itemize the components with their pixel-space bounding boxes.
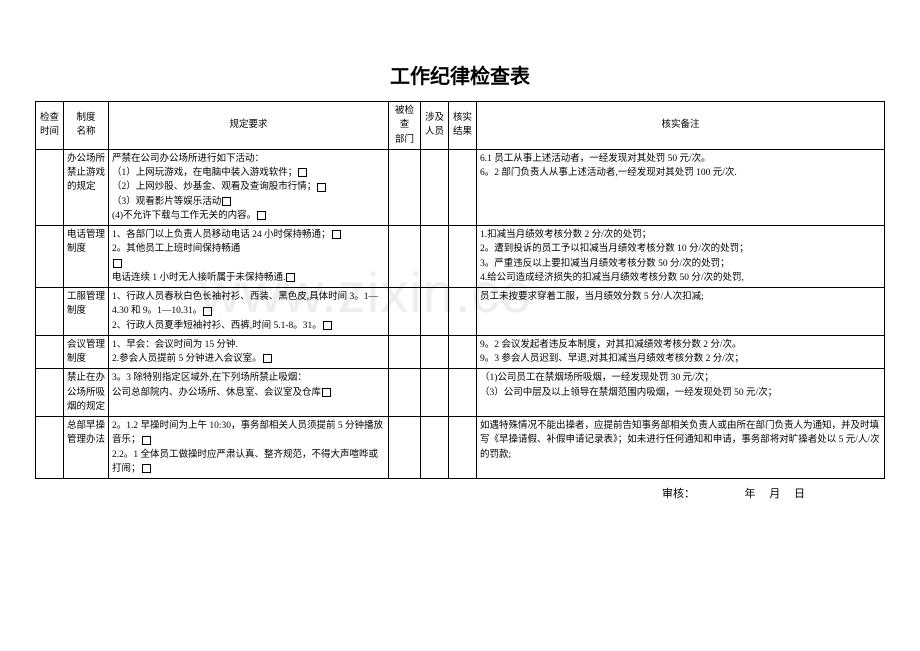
cell-result xyxy=(449,288,477,336)
table-row: 工服管理制度 1、行政人员春秋白色长袖衬衫、西装、黑色皮,具体时间 3。1—4.… xyxy=(36,288,885,336)
cell-result xyxy=(449,149,477,225)
cell-result xyxy=(449,335,477,369)
cell-dept xyxy=(389,369,421,417)
checkbox-icon[interactable] xyxy=(142,464,151,473)
table-row: 会议管理制度 1、早会：会议时间为 15 分钟. 2.参会人员提前 5 分钟进入… xyxy=(36,335,885,369)
day-label: 日 xyxy=(794,488,805,500)
header-system: 制度名称 xyxy=(64,102,109,150)
cell-result xyxy=(449,226,477,288)
checkbox-icon[interactable] xyxy=(286,273,295,282)
checkbox-icon[interactable] xyxy=(222,197,231,206)
cell-system: 总部早操管理办法 xyxy=(64,417,109,479)
cell-system: 禁止在办公场所吸烟的规定 xyxy=(64,369,109,417)
cell-time xyxy=(36,149,64,225)
cell-time xyxy=(36,335,64,369)
header-row: 检查时间 制度名称 规定要求 被检查部门 涉及人员 核实结果 核实备注 xyxy=(36,102,885,150)
cell-time xyxy=(36,417,64,479)
cell-note: 6.1 员工从事上述活动者，一经发现对其处罚 50 元/次。 6。2 部门负责人… xyxy=(477,149,885,225)
header-note: 核实备注 xyxy=(477,102,885,150)
cell-note: （1)公司员工在禁烟场所吸烟，一经发现处罚 30 元/次； （3）公司中层及以上… xyxy=(477,369,885,417)
cell-person xyxy=(421,149,449,225)
cell-dept xyxy=(389,149,421,225)
header-time: 检查时间 xyxy=(36,102,64,150)
table-row: 电话管理制度 1、各部门以上负责人员移动电话 24 小时保持畅通； 2。其他员工… xyxy=(36,226,885,288)
checkbox-icon[interactable] xyxy=(323,321,332,330)
cell-person xyxy=(421,417,449,479)
cell-requirement: 1、各部门以上负责人员移动电话 24 小时保持畅通； 2。其他员工上班时间保持畅… xyxy=(109,226,389,288)
checkbox-icon[interactable] xyxy=(142,436,151,445)
cell-dept xyxy=(389,417,421,479)
cell-person xyxy=(421,369,449,417)
cell-system: 办公场所禁止游戏的规定 xyxy=(64,149,109,225)
cell-person xyxy=(421,226,449,288)
cell-dept xyxy=(389,288,421,336)
table-row: 禁止在办公场所吸烟的规定 3。3 除特别指定区域外,在下列场所禁止吸烟： 公司总… xyxy=(36,369,885,417)
table-row: 总部早操管理办法 2。1.2 早操时间为上午 10:30，事务部相关人员须提前 … xyxy=(36,417,885,479)
header-requirement: 规定要求 xyxy=(109,102,389,150)
header-result: 核实结果 xyxy=(449,102,477,150)
cell-requirement: 1、行政人员春秋白色长袖衬衫、西装、黑色皮,具体时间 3。1—4.30 和 9。… xyxy=(109,288,389,336)
checkbox-icon[interactable] xyxy=(317,183,326,192)
cell-system: 电话管理制度 xyxy=(64,226,109,288)
cell-note: 9。2 会议发起者违反本制度，对其扣减绩效考核分数 2 分/次。 9。3 参会人… xyxy=(477,335,885,369)
cell-dept xyxy=(389,335,421,369)
cell-time xyxy=(36,288,64,336)
cell-requirement: 2。1.2 早操时间为上午 10:30，事务部相关人员须提前 5 分钟播放音乐；… xyxy=(109,417,389,479)
checkbox-icon[interactable] xyxy=(113,259,122,268)
cell-time xyxy=(36,369,64,417)
cell-dept xyxy=(389,226,421,288)
cell-result xyxy=(449,417,477,479)
cell-result xyxy=(449,369,477,417)
cell-system: 会议管理制度 xyxy=(64,335,109,369)
checkbox-icon[interactable] xyxy=(257,211,266,220)
footer-line: 审核： 年 月 日 xyxy=(35,485,885,501)
cell-system: 工服管理制度 xyxy=(64,288,109,336)
checkbox-icon[interactable] xyxy=(298,168,307,177)
inspection-table: 检查时间 制度名称 规定要求 被检查部门 涉及人员 核实结果 核实备注 办公场所… xyxy=(35,101,885,479)
table-row: 办公场所禁止游戏的规定 严禁在公司办公场所进行如下活动： （1）上网玩游戏，在电… xyxy=(36,149,885,225)
month-label: 月 xyxy=(769,488,780,500)
cell-person xyxy=(421,335,449,369)
header-dept: 被检查部门 xyxy=(389,102,421,150)
year-label: 年 xyxy=(745,488,756,500)
checkbox-icon[interactable] xyxy=(322,388,331,397)
cell-time xyxy=(36,226,64,288)
checkbox-icon[interactable] xyxy=(203,307,212,316)
cell-requirement: 1、早会：会议时间为 15 分钟. 2.参会人员提前 5 分钟进入会议室。 xyxy=(109,335,389,369)
checkbox-icon[interactable] xyxy=(263,354,272,363)
header-person: 涉及人员 xyxy=(421,102,449,150)
reviewer-label: 审核： xyxy=(662,488,695,500)
cell-person xyxy=(421,288,449,336)
cell-note: 如遇特殊情况不能出操者，应提前告知事务部相关负责人或由所在部门负责人为通知，并及… xyxy=(477,417,885,479)
checkbox-icon[interactable] xyxy=(332,230,341,239)
page-title: 工作纪律检查表 xyxy=(35,60,885,89)
cell-note: 员工未按要求穿着工服，当月绩效分数 5 分/人次扣减; xyxy=(477,288,885,336)
cell-note: 1.扣减当月绩效考核分数 2 分/次的处罚； 2。遭到投诉的员工予以扣减当月绩效… xyxy=(477,226,885,288)
cell-requirement: 严禁在公司办公场所进行如下活动： （1）上网玩游戏，在电脑中装入游戏软件； （2… xyxy=(109,149,389,225)
cell-requirement: 3。3 除特别指定区域外,在下列场所禁止吸烟： 公司总部院内、办公场所、休息室、… xyxy=(109,369,389,417)
